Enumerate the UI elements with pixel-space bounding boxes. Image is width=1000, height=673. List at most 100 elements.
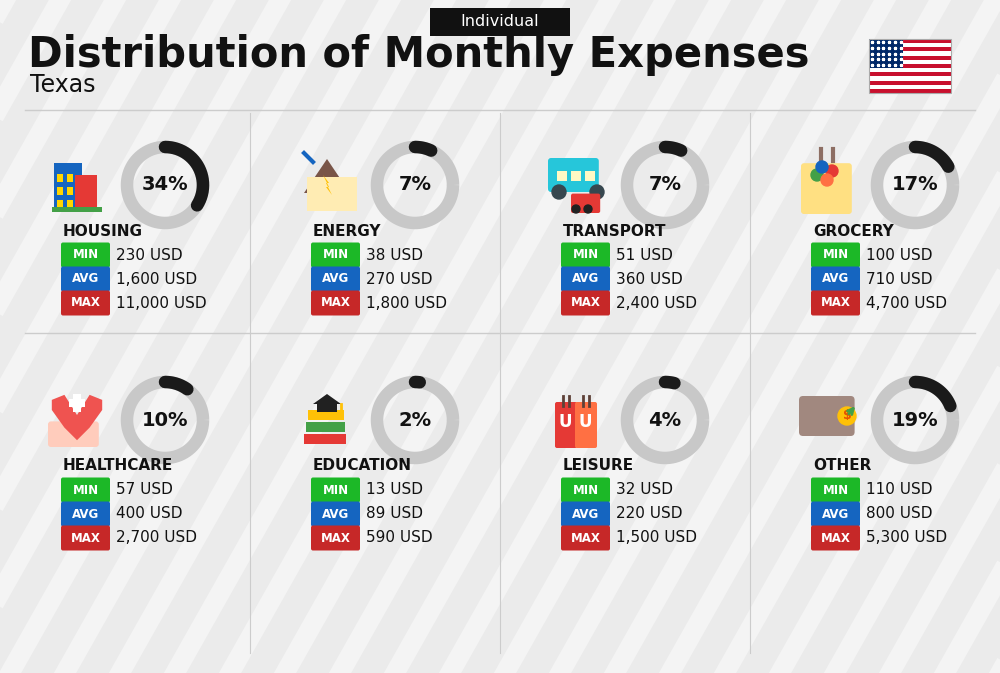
FancyBboxPatch shape xyxy=(811,291,860,316)
FancyBboxPatch shape xyxy=(311,478,360,503)
Text: AVG: AVG xyxy=(822,273,849,285)
Text: 4%: 4% xyxy=(648,411,682,429)
FancyBboxPatch shape xyxy=(61,242,110,267)
FancyBboxPatch shape xyxy=(317,404,337,412)
FancyBboxPatch shape xyxy=(561,242,610,267)
FancyBboxPatch shape xyxy=(869,43,951,47)
Text: 5,300 USD: 5,300 USD xyxy=(866,530,947,546)
Text: ENERGY: ENERGY xyxy=(313,223,382,238)
Text: TRANSPORT: TRANSPORT xyxy=(563,223,666,238)
FancyBboxPatch shape xyxy=(61,526,110,551)
FancyBboxPatch shape xyxy=(308,410,344,420)
Polygon shape xyxy=(323,175,332,195)
FancyBboxPatch shape xyxy=(561,526,610,551)
Text: AVG: AVG xyxy=(322,273,349,285)
Circle shape xyxy=(816,161,828,173)
Text: 11,000 USD: 11,000 USD xyxy=(116,295,207,310)
Text: 100 USD: 100 USD xyxy=(866,248,932,262)
FancyBboxPatch shape xyxy=(801,163,852,214)
Text: MIN: MIN xyxy=(572,483,599,497)
FancyBboxPatch shape xyxy=(61,501,110,526)
Text: AVG: AVG xyxy=(322,507,349,520)
Text: 400 USD: 400 USD xyxy=(116,507,182,522)
Text: 220 USD: 220 USD xyxy=(616,507,682,522)
Circle shape xyxy=(552,185,566,199)
Text: $: $ xyxy=(843,409,851,423)
Text: 17%: 17% xyxy=(892,176,938,194)
Text: MAX: MAX xyxy=(321,532,350,544)
FancyBboxPatch shape xyxy=(555,402,577,448)
FancyBboxPatch shape xyxy=(869,64,951,68)
FancyBboxPatch shape xyxy=(48,421,99,447)
Text: 2,400 USD: 2,400 USD xyxy=(616,295,697,310)
Text: MAX: MAX xyxy=(821,532,850,544)
Text: AVG: AVG xyxy=(72,507,99,520)
Text: 7%: 7% xyxy=(648,176,682,194)
FancyBboxPatch shape xyxy=(869,68,951,72)
Text: MIN: MIN xyxy=(322,483,349,497)
Text: MIN: MIN xyxy=(822,483,849,497)
FancyBboxPatch shape xyxy=(61,291,110,316)
FancyBboxPatch shape xyxy=(869,89,951,93)
FancyBboxPatch shape xyxy=(311,267,360,291)
Text: EDUCATION: EDUCATION xyxy=(313,458,412,474)
FancyBboxPatch shape xyxy=(54,164,82,211)
FancyBboxPatch shape xyxy=(585,171,595,181)
Text: HOUSING: HOUSING xyxy=(63,223,143,238)
FancyBboxPatch shape xyxy=(311,242,360,267)
FancyBboxPatch shape xyxy=(811,242,860,267)
FancyBboxPatch shape xyxy=(869,56,951,60)
FancyBboxPatch shape xyxy=(67,174,73,182)
Text: Distribution of Monthly Expenses: Distribution of Monthly Expenses xyxy=(28,34,810,76)
Text: MIN: MIN xyxy=(322,248,349,262)
Text: MIN: MIN xyxy=(72,248,99,262)
FancyBboxPatch shape xyxy=(811,526,860,551)
Text: MAX: MAX xyxy=(571,297,600,310)
FancyBboxPatch shape xyxy=(73,394,81,412)
FancyBboxPatch shape xyxy=(561,478,610,503)
FancyBboxPatch shape xyxy=(869,72,951,76)
Text: AVG: AVG xyxy=(572,273,599,285)
Text: 32 USD: 32 USD xyxy=(616,483,673,497)
FancyBboxPatch shape xyxy=(52,207,102,212)
Text: HEALTHCARE: HEALTHCARE xyxy=(63,458,173,474)
Polygon shape xyxy=(313,394,341,404)
FancyBboxPatch shape xyxy=(561,291,610,316)
Text: 38 USD: 38 USD xyxy=(366,248,423,262)
Text: GROCERY: GROCERY xyxy=(813,223,894,238)
Text: LEISURE: LEISURE xyxy=(563,458,634,474)
Text: MIN: MIN xyxy=(822,248,849,262)
FancyBboxPatch shape xyxy=(311,291,360,316)
FancyBboxPatch shape xyxy=(799,396,855,436)
Text: OTHER: OTHER xyxy=(813,458,871,474)
Text: 34%: 34% xyxy=(142,176,188,194)
FancyBboxPatch shape xyxy=(571,194,600,213)
Text: MIN: MIN xyxy=(72,483,99,497)
Text: Individual: Individual xyxy=(461,15,539,30)
FancyBboxPatch shape xyxy=(869,39,951,43)
Text: 270 USD: 270 USD xyxy=(366,271,432,287)
Polygon shape xyxy=(52,395,102,440)
Text: 1,800 USD: 1,800 USD xyxy=(366,295,447,310)
Text: 57 USD: 57 USD xyxy=(116,483,173,497)
FancyBboxPatch shape xyxy=(75,174,97,211)
FancyBboxPatch shape xyxy=(561,267,610,291)
FancyBboxPatch shape xyxy=(869,39,903,68)
FancyBboxPatch shape xyxy=(311,526,360,551)
Circle shape xyxy=(826,165,838,177)
FancyBboxPatch shape xyxy=(548,158,599,192)
FancyBboxPatch shape xyxy=(307,177,357,211)
FancyBboxPatch shape xyxy=(869,81,951,85)
Text: Texas: Texas xyxy=(30,73,96,97)
Text: 230 USD: 230 USD xyxy=(116,248,183,262)
FancyBboxPatch shape xyxy=(811,501,860,526)
Text: 10%: 10% xyxy=(142,411,188,429)
FancyBboxPatch shape xyxy=(811,267,860,291)
FancyBboxPatch shape xyxy=(869,85,951,89)
Text: AVG: AVG xyxy=(72,273,99,285)
FancyBboxPatch shape xyxy=(57,200,63,208)
Text: MAX: MAX xyxy=(71,532,100,544)
Text: 1,500 USD: 1,500 USD xyxy=(616,530,697,546)
FancyBboxPatch shape xyxy=(811,478,860,503)
Circle shape xyxy=(590,185,604,199)
